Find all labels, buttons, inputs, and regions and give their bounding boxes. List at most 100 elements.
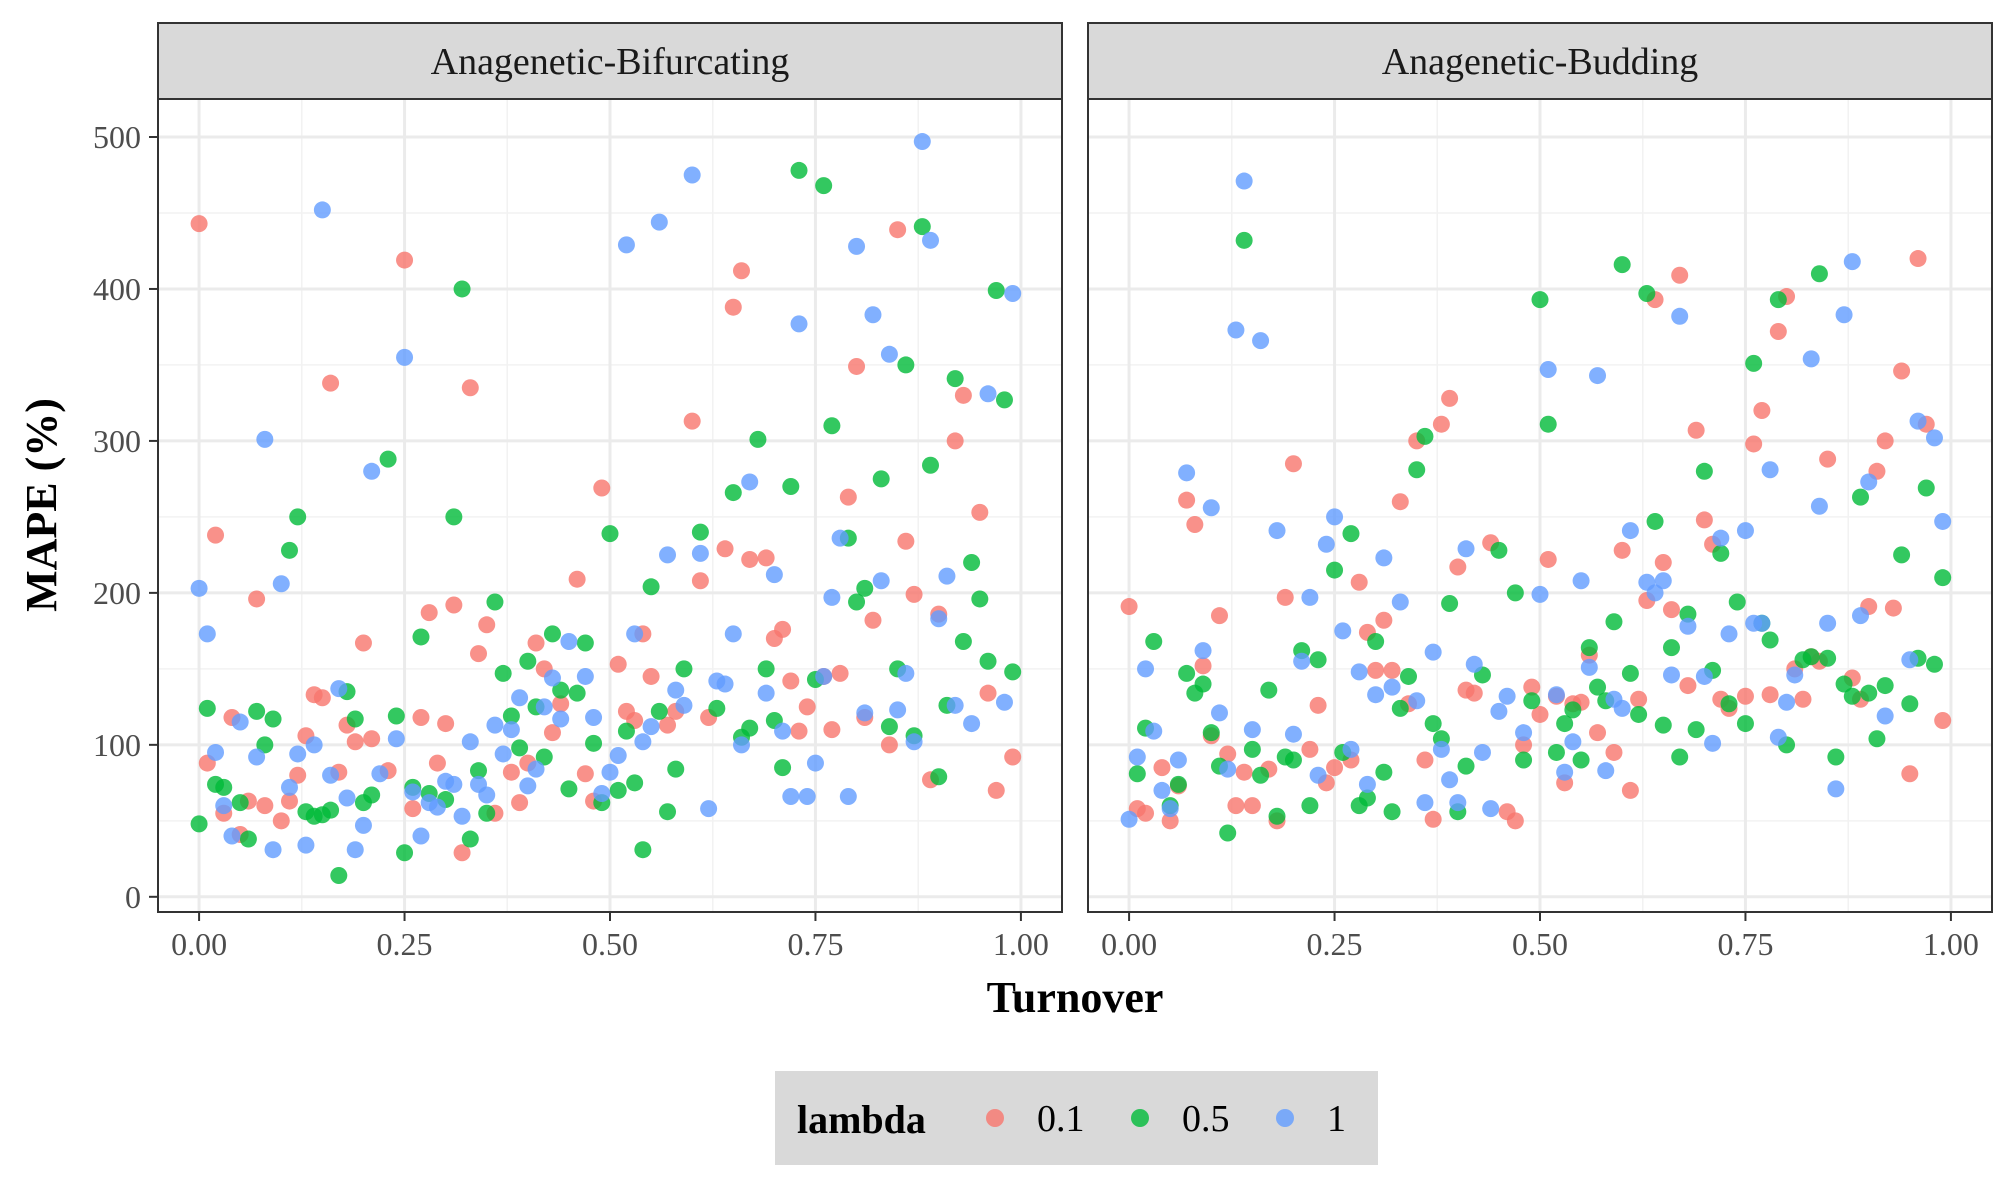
data-point-lambda-0.5 xyxy=(913,218,931,236)
data-point-lambda-0.1 xyxy=(1309,696,1327,714)
data-point-lambda-0.5 xyxy=(363,786,381,804)
data-point-lambda-0.1 xyxy=(1424,810,1442,828)
data-point-lambda-0.5 xyxy=(1736,715,1754,733)
data-point-lambda-0.5 xyxy=(1268,807,1286,825)
data-point-lambda-0.5 xyxy=(1564,701,1582,719)
data-point-lambda-1 xyxy=(593,784,611,802)
data-point-lambda-1 xyxy=(1589,367,1607,385)
data-point-lambda-1 xyxy=(1580,658,1598,676)
data-point-lambda-0.5 xyxy=(601,525,619,543)
data-point-lambda-0.1 xyxy=(1178,491,1196,509)
data-point-lambda-1 xyxy=(1465,655,1483,673)
x-axis-ticks: 0.00 0.25 0.50 0.75 1.00 xyxy=(171,912,1049,962)
data-point-lambda-0.1 xyxy=(1284,455,1302,473)
data-point-lambda-0.5 xyxy=(650,702,668,720)
legend-title: lambda xyxy=(797,1097,926,1142)
data-point-lambda-1 xyxy=(1827,780,1845,798)
legend-key-lambda-1 xyxy=(1276,1109,1294,1127)
data-point-lambda-0.5 xyxy=(609,781,627,799)
data-point-lambda-0.5 xyxy=(1662,639,1680,657)
data-point-lambda-0.5 xyxy=(782,478,800,496)
data-point-lambda-0.5 xyxy=(256,736,274,754)
data-point-lambda-0.5 xyxy=(215,778,233,796)
data-point-lambda-0.5 xyxy=(231,794,249,812)
data-point-lambda-1 xyxy=(1350,663,1368,681)
data-point-lambda-1 xyxy=(1194,642,1212,660)
data-point-lambda-1 xyxy=(322,766,340,784)
data-point-lambda-1 xyxy=(338,789,356,807)
data-point-lambda-0.1 xyxy=(1589,724,1607,742)
data-point-lambda-1 xyxy=(1621,522,1639,540)
data-point-lambda-0.5 xyxy=(552,681,570,699)
data-point-lambda-0.5 xyxy=(560,780,578,798)
data-point-lambda-0.5 xyxy=(757,660,775,678)
data-point-lambda-1 xyxy=(1391,593,1409,611)
data-point-lambda-1 xyxy=(576,667,594,685)
data-point-lambda-0.5 xyxy=(1769,291,1787,309)
data-point-lambda-0.5 xyxy=(1876,677,1894,695)
data-point-lambda-0.5 xyxy=(190,815,208,833)
data-point-lambda-1 xyxy=(535,698,553,716)
data-point-lambda-0.5 xyxy=(659,803,677,821)
data-point-lambda-1 xyxy=(1227,321,1245,339)
data-point-lambda-1 xyxy=(502,721,520,739)
data-point-lambda-0.5 xyxy=(946,370,964,388)
data-point-lambda-1 xyxy=(272,575,290,593)
data-point-lambda-0.5 xyxy=(387,707,405,725)
data-point-lambda-0.5 xyxy=(280,541,298,559)
data-point-lambda-0.1 xyxy=(1531,705,1549,723)
data-point-lambda-0.1 xyxy=(798,698,816,716)
data-point-lambda-1 xyxy=(1704,734,1722,752)
data-point-lambda-1 xyxy=(1490,702,1508,720)
data-point-lambda-1 xyxy=(1416,794,1434,812)
data-point-lambda-0.1 xyxy=(683,412,701,430)
data-point-lambda-0.5 xyxy=(1539,415,1557,433)
data-point-lambda-0.1 xyxy=(1695,511,1713,529)
x-tick-label: 0.50 xyxy=(1512,926,1568,962)
data-point-lambda-1 xyxy=(1531,585,1549,603)
x-tick-label: 1.00 xyxy=(1923,926,1979,962)
data-point-lambda-0.5 xyxy=(930,768,948,786)
data-point-lambda-1 xyxy=(1679,617,1697,635)
points-layer xyxy=(1120,172,1952,842)
legend-label: 0.1 xyxy=(1037,1098,1085,1140)
data-point-lambda-0.1 xyxy=(716,540,734,558)
data-point-lambda-1 xyxy=(1909,412,1927,430)
data-point-lambda-1 xyxy=(1572,572,1590,590)
y-tick-label: 300 xyxy=(93,423,141,459)
data-point-lambda-0.1 xyxy=(889,221,907,239)
data-point-lambda-1 xyxy=(1671,307,1689,325)
data-point-lambda-0.1 xyxy=(741,550,759,568)
data-point-lambda-0.1 xyxy=(1687,421,1705,439)
data-point-lambda-0.1 xyxy=(1654,553,1672,571)
data-point-lambda-0.5 xyxy=(1194,675,1212,693)
data-point-lambda-1 xyxy=(511,689,529,707)
data-point-lambda-0.5 xyxy=(330,867,348,885)
data-point-lambda-1 xyxy=(757,684,775,702)
data-point-lambda-0.5 xyxy=(585,734,603,752)
data-point-lambda-1 xyxy=(297,836,315,854)
data-point-lambda-0.5 xyxy=(1835,675,1853,693)
data-point-lambda-0.5 xyxy=(1621,664,1639,682)
data-point-lambda-1 xyxy=(675,696,693,714)
data-point-lambda-0.5 xyxy=(519,652,537,670)
data-point-lambda-0.5 xyxy=(1934,569,1952,587)
data-point-lambda-1 xyxy=(617,236,635,254)
x-tick-label: 0.00 xyxy=(1101,926,1157,962)
data-point-lambda-0.5 xyxy=(1728,593,1746,611)
data-point-lambda-0.5 xyxy=(1252,766,1270,784)
data-point-lambda-0.5 xyxy=(1309,651,1327,669)
data-point-lambda-0.5 xyxy=(1572,751,1590,769)
data-point-lambda-1 xyxy=(1654,572,1672,590)
data-point-lambda-0.1 xyxy=(1004,748,1022,766)
data-point-lambda-0.5 xyxy=(691,523,709,541)
data-point-lambda-1 xyxy=(741,473,759,491)
data-point-lambda-0.1 xyxy=(839,488,857,506)
data-point-lambda-0.5 xyxy=(856,579,874,597)
data-point-lambda-0.5 xyxy=(1391,699,1409,717)
data-point-lambda-0.5 xyxy=(979,652,997,670)
data-point-lambda-0.5 xyxy=(1687,721,1705,739)
data-point-lambda-1 xyxy=(1202,499,1220,517)
data-point-lambda-0.1 xyxy=(428,754,446,772)
